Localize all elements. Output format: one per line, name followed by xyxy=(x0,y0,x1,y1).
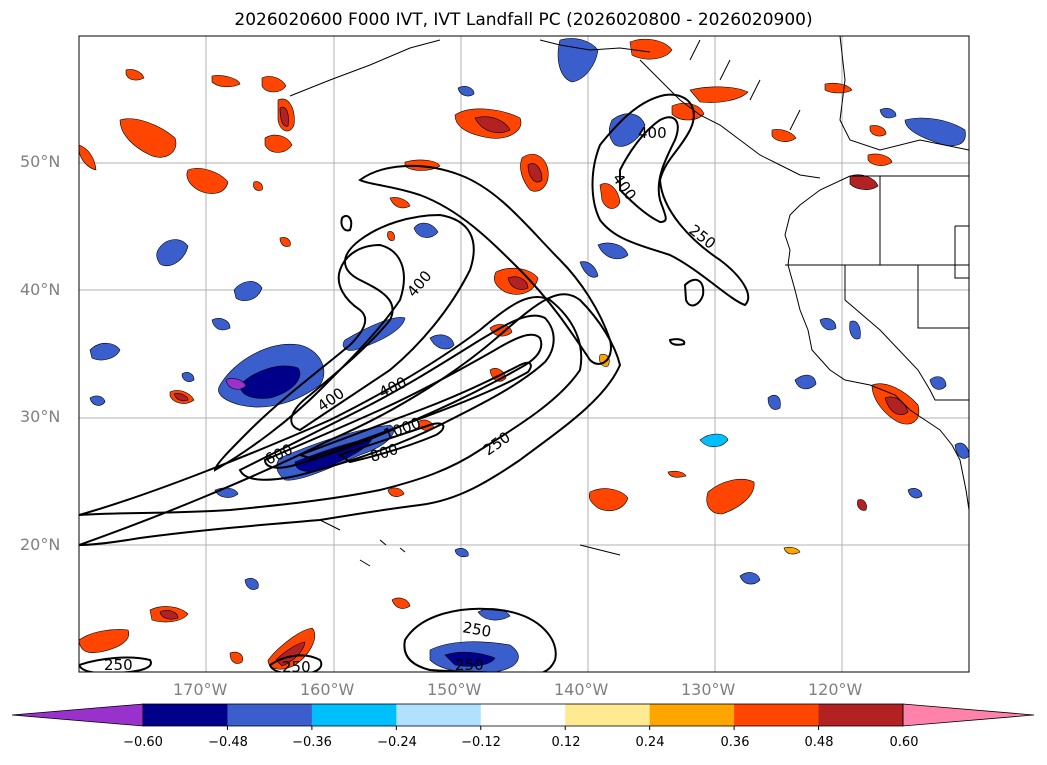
lat-label: 30°N xyxy=(20,407,61,426)
lon-label: 160°W xyxy=(300,680,355,699)
lon-label: 170°W xyxy=(173,680,228,699)
contour-label: 250 xyxy=(461,618,492,641)
colorbar-segment xyxy=(396,704,482,726)
colorbar-segment xyxy=(227,704,313,726)
lon-label: 130°W xyxy=(681,680,736,699)
contour-label: 250 xyxy=(282,658,311,676)
contour-label: 250 xyxy=(104,656,133,674)
colorbar-extend-max xyxy=(902,703,1035,727)
colorbar-segment xyxy=(565,704,651,726)
coastlines xyxy=(289,36,969,567)
map-frame xyxy=(78,35,970,673)
lon-label: 140°W xyxy=(554,680,609,699)
contour-label: 250 xyxy=(455,656,484,674)
colorbar-tick: −0.24 xyxy=(377,735,417,750)
colorbar-segments xyxy=(11,703,1035,730)
lat-label: 50°N xyxy=(20,152,61,171)
colorbar-tick: −0.36 xyxy=(292,735,332,750)
colorbar-tick: 0.60 xyxy=(889,735,919,750)
colorbar-tick: −0.60 xyxy=(123,735,163,750)
colorbar-tick: 0.48 xyxy=(804,735,834,750)
colorbar-extend-min xyxy=(11,703,144,727)
colorbar-segment xyxy=(143,704,228,726)
colorbar-tick: 0.12 xyxy=(551,735,581,750)
colorbar-segment xyxy=(649,704,735,726)
colorbar-tick: 0.36 xyxy=(720,735,750,750)
colorbar-tick: −0.48 xyxy=(208,735,248,750)
map-background xyxy=(79,36,969,672)
map-plot: 400 400 250 400 400 400 600 1000 800 250… xyxy=(78,35,970,676)
lon-label: 120°W xyxy=(808,680,863,699)
lat-label: 40°N xyxy=(20,280,61,299)
colorbar-segment xyxy=(734,704,820,726)
colorbar-segment xyxy=(311,704,397,726)
colorbar-segment xyxy=(480,704,566,726)
lon-label: 150°W xyxy=(427,680,482,699)
colorbar-tick: −0.12 xyxy=(461,735,501,750)
colorbar-segment xyxy=(818,704,904,726)
map-title: 2026020600 F000 IVT, IVT Landfall PC (20… xyxy=(234,10,813,30)
colorbar-frame xyxy=(142,703,904,727)
lat-label: 20°N xyxy=(20,535,61,554)
ivt-contours xyxy=(79,93,750,672)
contour-label: 400 xyxy=(638,124,667,142)
colorbar-tick: 0.24 xyxy=(635,735,665,750)
